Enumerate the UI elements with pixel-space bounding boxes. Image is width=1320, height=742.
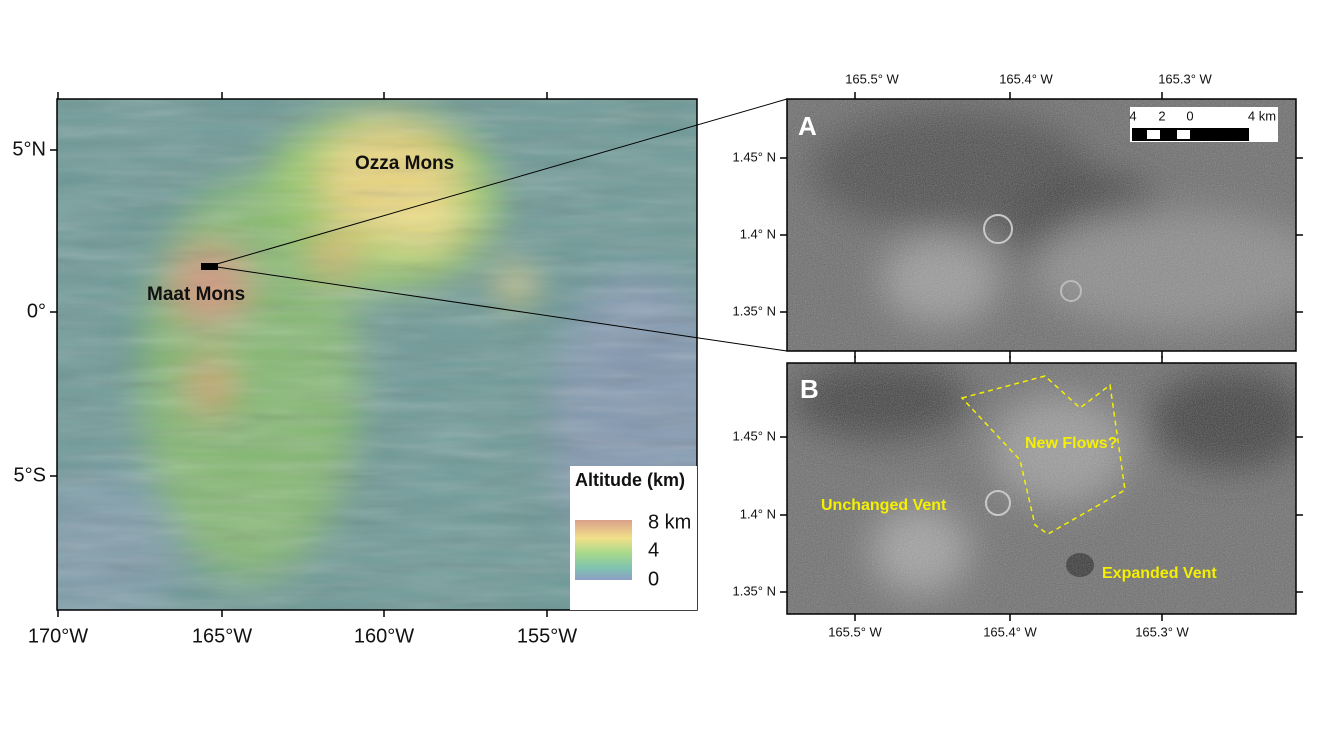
- lon-label: 165.4° W: [999, 71, 1053, 86]
- radar-panel-a: [787, 99, 1296, 351]
- lat-label: 1.45° N: [732, 149, 776, 164]
- annotation: Expanded Vent: [1102, 565, 1217, 582]
- lon-label: 165.3° W: [1158, 71, 1212, 86]
- lat-label: 1.35° N: [732, 583, 776, 598]
- lat-label: 1.4° N: [740, 506, 776, 521]
- panel-frame: [786, 362, 1297, 615]
- lat-label: 1.4° N: [740, 226, 776, 241]
- map-ticks: [50, 92, 548, 617]
- panel-label: B: [800, 374, 819, 404]
- lon-label: 165.5° W: [828, 624, 882, 639]
- lon-label: 165.5° W: [845, 71, 899, 86]
- panel-frame: [786, 98, 1297, 352]
- scale-label: 0: [1186, 108, 1193, 123]
- lat-label: 0°: [27, 300, 46, 322]
- legend-label: 8 km: [648, 511, 691, 533]
- connector: [209, 98, 788, 267]
- annotation: Unchanged Vent: [821, 497, 947, 514]
- feature-label: Ozza Mons: [355, 153, 454, 174]
- panel-b-ticks: [780, 356, 1303, 621]
- lat-label: 5°N: [12, 138, 46, 160]
- legend-title: Altitude (km): [575, 470, 685, 490]
- lon-label: 165.3° W: [1135, 624, 1189, 639]
- panel-a-ticks: [780, 92, 1303, 358]
- lon-label: 160°W: [354, 625, 414, 647]
- map-frame: [56, 98, 698, 611]
- scale-label: 4 km: [1248, 108, 1276, 123]
- scale-bar: [1132, 128, 1249, 141]
- lon-label: 165°W: [192, 625, 252, 647]
- legend-label: 0: [648, 568, 659, 590]
- connector: [209, 265, 788, 352]
- lat-label: 5°S: [14, 464, 46, 486]
- lon-label: 155°W: [517, 625, 577, 647]
- lat-label: 1.45° N: [732, 428, 776, 443]
- lon-label: 165.4° W: [983, 624, 1037, 639]
- feature-label: Maat Mons: [147, 284, 245, 305]
- scale-label: 2: [1158, 108, 1165, 123]
- lat-label: 1.35° N: [732, 303, 776, 318]
- lon-label: 170°W: [28, 625, 88, 647]
- annotation: New Flows?: [1025, 435, 1117, 452]
- legend-label: 4: [648, 539, 659, 561]
- panel-label: A: [798, 111, 817, 141]
- legend-gradient: [575, 520, 632, 580]
- radar-panel-b: [787, 363, 1296, 614]
- scale-label: 4: [1129, 108, 1136, 123]
